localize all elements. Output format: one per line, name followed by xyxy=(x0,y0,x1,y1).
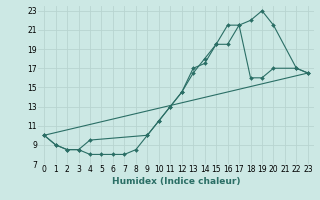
X-axis label: Humidex (Indice chaleur): Humidex (Indice chaleur) xyxy=(112,177,240,186)
